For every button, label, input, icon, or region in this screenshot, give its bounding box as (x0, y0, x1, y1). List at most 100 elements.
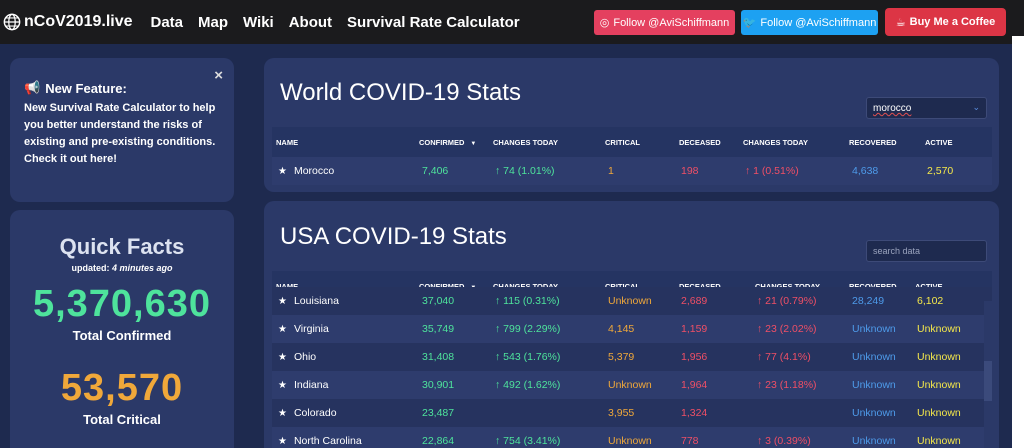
star-icon[interactable]: ★ (278, 408, 287, 419)
state-name: Virginia (293, 323, 329, 335)
deaths-today-cell: ↑ 21 (0.79%) (757, 295, 817, 307)
recovered-cell: 4,638 (852, 165, 879, 177)
state-name-cell[interactable]: ★ North Carolina (278, 435, 362, 447)
table-row[interactable]: ★ North Carolina 22,864 ↑ 754 (3.41%) Unknow… (272, 427, 992, 448)
coffee-cup-icon: ☕ (895, 16, 906, 29)
active-cell: Unknown (917, 379, 961, 391)
col-header-name[interactable]: NAME (276, 281, 299, 291)
col-header-changes-today[interactable]: CHANGES TODAY (493, 281, 559, 291)
col-header-confirmed-label: CONFIRMED (419, 281, 465, 291)
changes-today-cell: ↑ 115 (0.31%) (495, 295, 560, 307)
nav-link-survival-calculator[interactable]: Survival Rate Calculator (347, 13, 520, 31)
updated-value: 4 minutes ago (112, 263, 173, 273)
deaths-today-cell: ↑ 3 (0.39%) (757, 435, 811, 447)
state-name: Louisiana (293, 295, 339, 307)
critical-cell: 4,145 (608, 323, 635, 335)
top-navbar: nCoV2019.live Data Map Wiki About Surviv… (0, 0, 1024, 44)
instagram-follow-label: Follow @AviSchiffmann (613, 16, 730, 29)
col-header-changes-today[interactable]: CHANGES TODAY (493, 137, 559, 147)
col-header-critical[interactable]: CRITICAL (605, 137, 640, 147)
star-icon[interactable]: ★ (278, 296, 287, 307)
table-row[interactable]: ★ Colorado 23,487 3,955 1,324 Unknown Unknown (272, 399, 992, 427)
recovered-cell: Unknown (852, 351, 896, 363)
deceased-cell: 1,964 (681, 379, 708, 391)
deaths-today-cell: ↑ 77 (4.1%) (757, 351, 811, 363)
table-scrollbar-thumb[interactable] (984, 361, 992, 401)
quick-facts-card: Quick Facts updated: 4 minutes ago 5,370… (10, 210, 234, 448)
confirmed-cell: 7,406 (422, 165, 449, 177)
col-header-recovered[interactable]: RECOVERED (849, 137, 897, 147)
col-header-recovered[interactable]: RECOVERED (849, 281, 897, 291)
deaths-today-cell: ↑ 1 (0.51%) (745, 165, 799, 177)
usa-stats-title: USA COVID-19 Stats (280, 223, 507, 250)
feature-description[interactable]: New Survival Rate Calculator to help you… (24, 102, 216, 165)
recovered-cell: Unknown (852, 435, 896, 447)
brand[interactable]: nCoV2019.live (3, 13, 133, 31)
table-row[interactable]: ★ Ohio 31,408 ↑ 543 (1.76%) 5,379 1,956 ↑ 77 (… (272, 343, 992, 371)
active-cell: 2,570 (927, 165, 954, 177)
state-name-cell[interactable]: ★ Virginia (278, 323, 329, 335)
state-name-cell[interactable]: ★ Louisiana (278, 295, 339, 307)
deceased-cell: 1,159 (681, 323, 708, 335)
star-icon[interactable]: ★ (278, 324, 287, 335)
feature-title: New Feature: (45, 80, 127, 96)
brand-name: nCoV2019.live (24, 13, 133, 30)
deceased-cell: 1,956 (681, 351, 708, 363)
recovered-cell: Unknown (852, 323, 896, 335)
state-name-cell[interactable]: ★ Indiana (278, 379, 328, 391)
nav-link-about[interactable]: About (288, 13, 333, 31)
country-select-value: morocco (873, 103, 912, 114)
col-header-deaths-today[interactable]: CHANGES TODAY (743, 137, 809, 147)
chevron-down-icon: ⌄ (972, 102, 980, 112)
table-row[interactable]: ★ Louisiana 37,040 ↑ 115 (0.31%) Unknown 2,68… (272, 287, 992, 315)
col-header-deceased[interactable]: DECEASED (679, 137, 721, 147)
col-header-deaths-today[interactable]: CHANGES TODAY (755, 281, 821, 291)
buy-coffee-button[interactable]: ☕ Buy Me a Coffee (885, 8, 1006, 36)
col-header-deceased[interactable]: DECEASED (679, 281, 721, 291)
state-name: Colorado (293, 407, 337, 419)
nav-link-wiki[interactable]: Wiki (243, 13, 274, 31)
nav-link-data[interactable]: Data (150, 13, 184, 31)
star-icon[interactable]: ★ (278, 436, 287, 447)
recovered-cell: 28,249 (852, 295, 885, 307)
star-icon[interactable]: ★ (278, 380, 287, 391)
col-header-critical[interactable]: CRITICAL (605, 281, 640, 291)
recovered-cell: Unknown (852, 407, 896, 419)
feature-title-row: 📢 New Feature: (24, 80, 220, 96)
country-name-cell[interactable]: ★ Morocco (278, 165, 334, 177)
table-header: NAME CONFIRMED ▼ CHANGES TODAY CRITICAL D… (272, 127, 992, 157)
col-header-name[interactable]: NAME (276, 137, 299, 147)
country-select[interactable]: morocco ⌄ (866, 97, 987, 119)
changes-today-cell: ↑ 754 (3.41%) (495, 435, 561, 447)
world-stats-table: NAME CONFIRMED ▼ CHANGES TODAY CRITICAL D… (272, 127, 992, 185)
twitter-follow-label: Follow @AviSchiffmann (760, 16, 877, 29)
state-name-cell[interactable]: ★ Colorado (278, 407, 337, 419)
twitter-follow-button[interactable]: 🐦 Follow @AviSchiffmann (741, 10, 878, 35)
deaths-today-cell: ↑ 23 (2.02%) (757, 323, 817, 335)
col-header-active[interactable]: ACTIVE (915, 281, 943, 291)
star-icon[interactable]: ★ (278, 352, 287, 363)
table-row[interactable]: ★ Morocco 7,406 ↑ 74 (1.01%) 1 198 ↑ 1 (0… (272, 157, 992, 185)
state-name-cell[interactable]: ★ Ohio (278, 351, 316, 363)
col-header-active[interactable]: ACTIVE (925, 137, 953, 147)
active-cell: Unknown (917, 435, 961, 447)
world-stats-title: World COVID-19 Stats (280, 79, 521, 106)
star-icon[interactable]: ★ (278, 166, 287, 177)
quick-facts-title: Quick Facts (59, 234, 185, 259)
col-header-confirmed[interactable]: CONFIRMED ▼ (419, 138, 476, 147)
critical-cell: Unknown (608, 295, 652, 307)
state-name: North Carolina (293, 435, 362, 447)
critical-cell: Unknown (608, 435, 652, 447)
changes-today-cell: ↑ 492 (1.62%) (495, 379, 561, 391)
close-icon[interactable]: × (214, 67, 223, 84)
instagram-follow-button[interactable]: ◎ Follow @AviSchiffmann (594, 10, 735, 35)
nav-link-map[interactable]: Map (198, 13, 229, 31)
twitter-bird-icon: 🐦 (742, 17, 757, 29)
buy-coffee-label: Buy Me a Coffee (909, 16, 996, 28)
search-input[interactable] (866, 240, 987, 262)
table-scrollbar[interactable] (984, 301, 992, 448)
table-row[interactable]: ★ Indiana 30,901 ↑ 492 (1.62%) Unknown 1,964 ↑… (272, 371, 992, 399)
page-scrollbar[interactable] (1012, 36, 1024, 448)
table-row[interactable]: ★ Virginia 35,749 ↑ 799 (2.29%) 4,145 1,159 ↑ … (272, 315, 992, 343)
confirmed-cell: 23,487 (422, 407, 455, 419)
